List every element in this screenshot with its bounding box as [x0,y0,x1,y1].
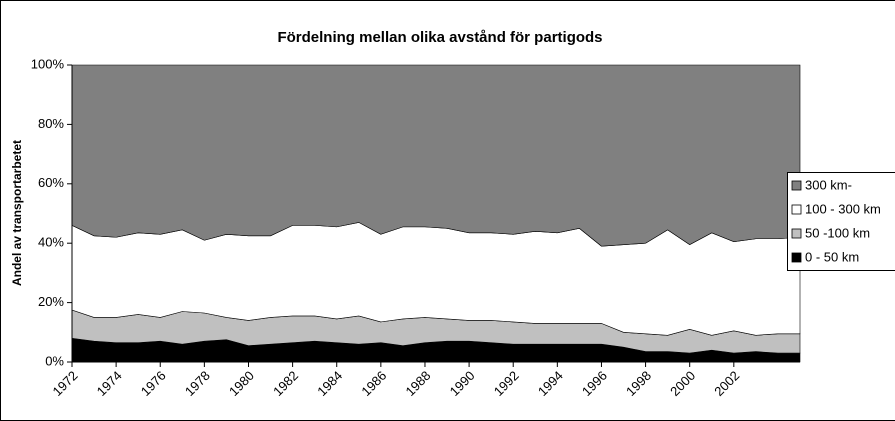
legend: 300 km- 100 - 300 km 50 -100 km 0 - 50 km [787,172,895,271]
y-tick-label: 100% [31,56,65,71]
legend-swatch [791,204,802,215]
y-tick-label: 40% [38,235,64,250]
legend-label: 0 - 50 km [805,249,859,264]
y-tick-label: 60% [38,175,64,190]
legend-swatch [791,228,802,239]
area [71,64,801,247]
legend-box [787,172,895,271]
legend-swatch [791,252,802,263]
legend-label: 50 -100 km [805,225,870,240]
y-tick-label: 20% [38,294,64,309]
legend-label: 100 - 300 km [805,201,881,216]
chart-title: Fördelning mellan olika avstånd för part… [277,29,602,46]
y-axis-label: Andel av transportarbetet [10,140,24,286]
y-tick-label: 80% [38,116,64,131]
y-tick-label: 0% [45,353,64,368]
legend-label: 300 km- [805,177,852,192]
legend-swatch [791,180,802,191]
